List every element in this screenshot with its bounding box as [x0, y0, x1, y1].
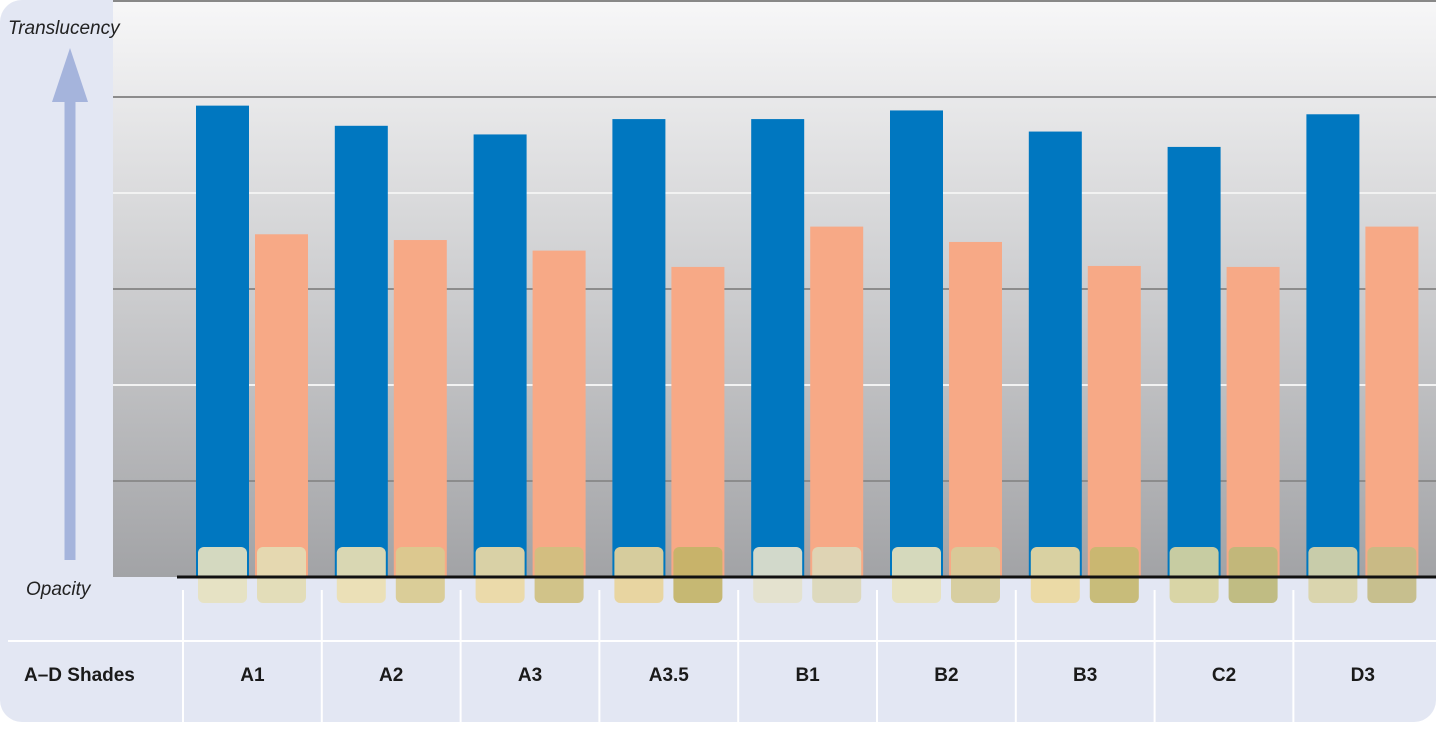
category-label: D3 [1351, 665, 1375, 686]
axis-arrow-head [52, 48, 88, 102]
bar [532, 250, 586, 577]
shade-swatch [1228, 547, 1278, 603]
shade-swatch [475, 547, 525, 603]
bar [612, 119, 666, 577]
bar [751, 119, 805, 577]
shade-swatch [1367, 547, 1417, 603]
shade-swatch [336, 547, 386, 603]
shade-swatch [614, 547, 664, 603]
bar [1306, 114, 1360, 577]
category-label: B3 [1073, 665, 1097, 686]
category-label: A2 [379, 665, 403, 686]
bars [196, 105, 1419, 578]
bar [671, 266, 725, 577]
shade-swatch [257, 547, 306, 603]
category-label: C2 [1212, 665, 1236, 686]
category-label: A3.5 [649, 665, 690, 686]
table: A1 A2 A3 A3.5 B1 B2 B3 C2 D3 [182, 590, 1375, 722]
category-label: B1 [795, 665, 820, 686]
bar [255, 234, 308, 577]
shade-swatch [812, 547, 862, 603]
shade-swatch [198, 547, 247, 603]
category-label: A1 [240, 665, 265, 686]
shade-swatch [395, 547, 445, 603]
bar [1167, 146, 1221, 578]
shade-swatch [892, 547, 941, 603]
bar [1028, 131, 1082, 577]
shade-swatch [753, 547, 803, 603]
y-bottom-label: Opacity [26, 579, 92, 600]
bar [949, 241, 1002, 577]
bar [196, 105, 249, 577]
bar [334, 125, 388, 578]
bar [1365, 226, 1419, 577]
shade-swatch [673, 547, 723, 603]
bar [1087, 265, 1141, 577]
shade-swatch [534, 547, 584, 603]
shade-swatch [951, 547, 1000, 603]
swatches [198, 547, 1417, 603]
bar [393, 240, 447, 578]
category-label: A3 [518, 665, 542, 686]
shade-swatch [1030, 547, 1080, 603]
bar [890, 110, 943, 577]
bar [1226, 266, 1280, 577]
shade-swatch [1308, 547, 1358, 603]
shade-swatch [1169, 547, 1219, 603]
category-header: A–D Shades [24, 665, 135, 686]
category-label: B2 [934, 665, 958, 686]
shade-swatch [1089, 547, 1139, 603]
bar [473, 134, 527, 577]
bar [810, 226, 864, 577]
y-top-label: Translucency [8, 18, 121, 39]
